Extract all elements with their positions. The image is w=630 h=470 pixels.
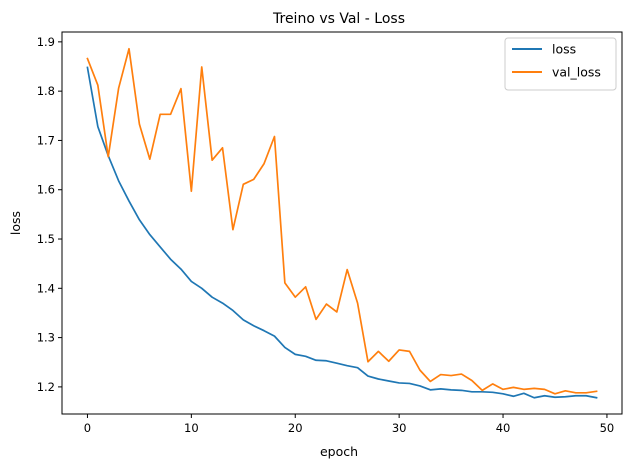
x-tick-label: 20	[288, 421, 303, 435]
y-tick-label: 1.7	[37, 133, 55, 147]
y-tick-label: 1.4	[37, 281, 55, 295]
x-tick-label: 30	[392, 421, 407, 435]
plot-area	[86, 47, 598, 399]
x-tick-label: 10	[184, 421, 199, 435]
y-tick-label: 1.3	[37, 331, 55, 345]
legend-box	[504, 37, 617, 91]
x-tick-label: 50	[600, 421, 615, 435]
y-axis-label: loss	[8, 211, 23, 235]
y-tick-label: 1.9	[37, 35, 55, 49]
x-tick-label: 40	[496, 421, 511, 435]
y-tick-label: 1.5	[37, 232, 55, 246]
chart-title: Treino vs Val - Loss	[272, 11, 405, 27]
x-tick-label: 0	[84, 421, 91, 435]
series-line-val-loss	[86, 47, 598, 395]
y-tick-label: 1.2	[37, 380, 55, 394]
y-axis: 1.2 1.3 1.4 1.5 1.6 1.7 1.8 1.9	[37, 35, 62, 394]
x-axis: 0 10 20 30 40 50	[84, 414, 614, 435]
x-axis-label: epoch	[320, 444, 358, 459]
y-tick-label: 1.6	[37, 183, 55, 197]
legend-label-val-loss: val_loss	[552, 65, 601, 80]
plot-frame	[61, 31, 623, 415]
series-line-loss	[86, 66, 598, 399]
legend-label-loss: loss	[552, 42, 576, 57]
y-tick-label: 1.8	[37, 84, 55, 98]
legend: loss val_loss	[504, 37, 617, 91]
